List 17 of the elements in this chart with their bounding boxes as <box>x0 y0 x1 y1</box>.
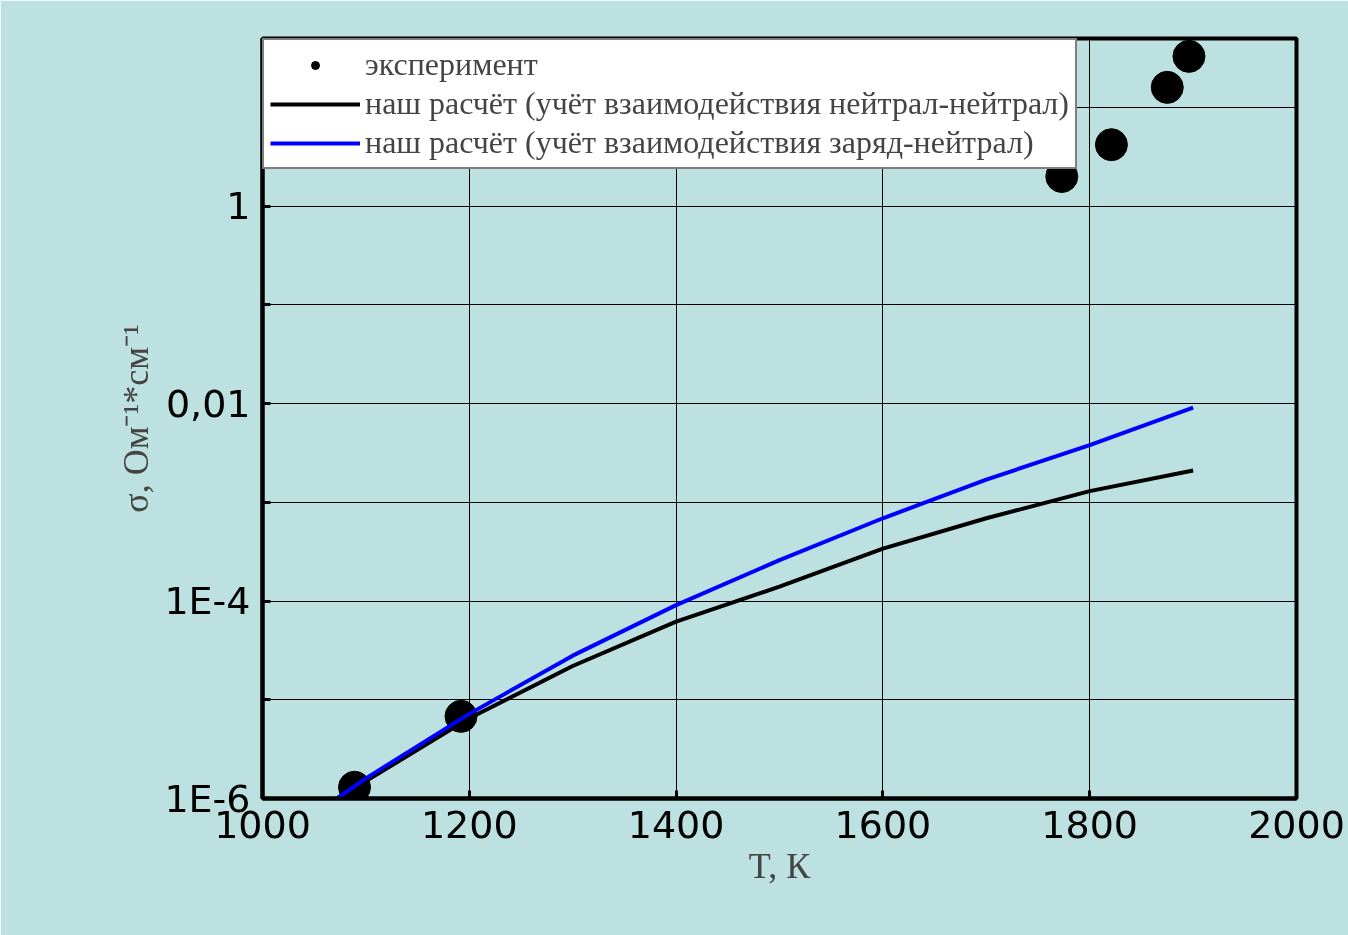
legend-label: наш расчёт (учёт взаимодействия заряд-нейтрал) <box>365 124 1034 161</box>
x-axis-title: T, К <box>748 845 812 886</box>
legend-label: наш расчёт (учёт взаимодействия нейтрал-нейтрал) <box>365 85 1069 122</box>
point <box>1150 70 1184 104</box>
x-tick-label: 2000 <box>1248 802 1345 847</box>
x-tick-label: 1200 <box>420 802 518 847</box>
y-tick-label: 0,01 <box>165 381 251 426</box>
legend-label: эксперимент <box>365 46 538 83</box>
y-tick-label: 1 <box>226 184 251 229</box>
y-tick-label: 1E-4 <box>164 579 251 624</box>
x-tick-label: 1400 <box>627 802 725 847</box>
point <box>1094 128 1128 162</box>
x-tick-label: 1800 <box>1041 802 1139 847</box>
line-series <box>334 405 1196 799</box>
y-axis-title: σ, Ом⁻¹*см⁻¹ <box>116 324 157 513</box>
x-tick-label: 1600 <box>834 802 932 847</box>
point <box>1172 39 1206 73</box>
